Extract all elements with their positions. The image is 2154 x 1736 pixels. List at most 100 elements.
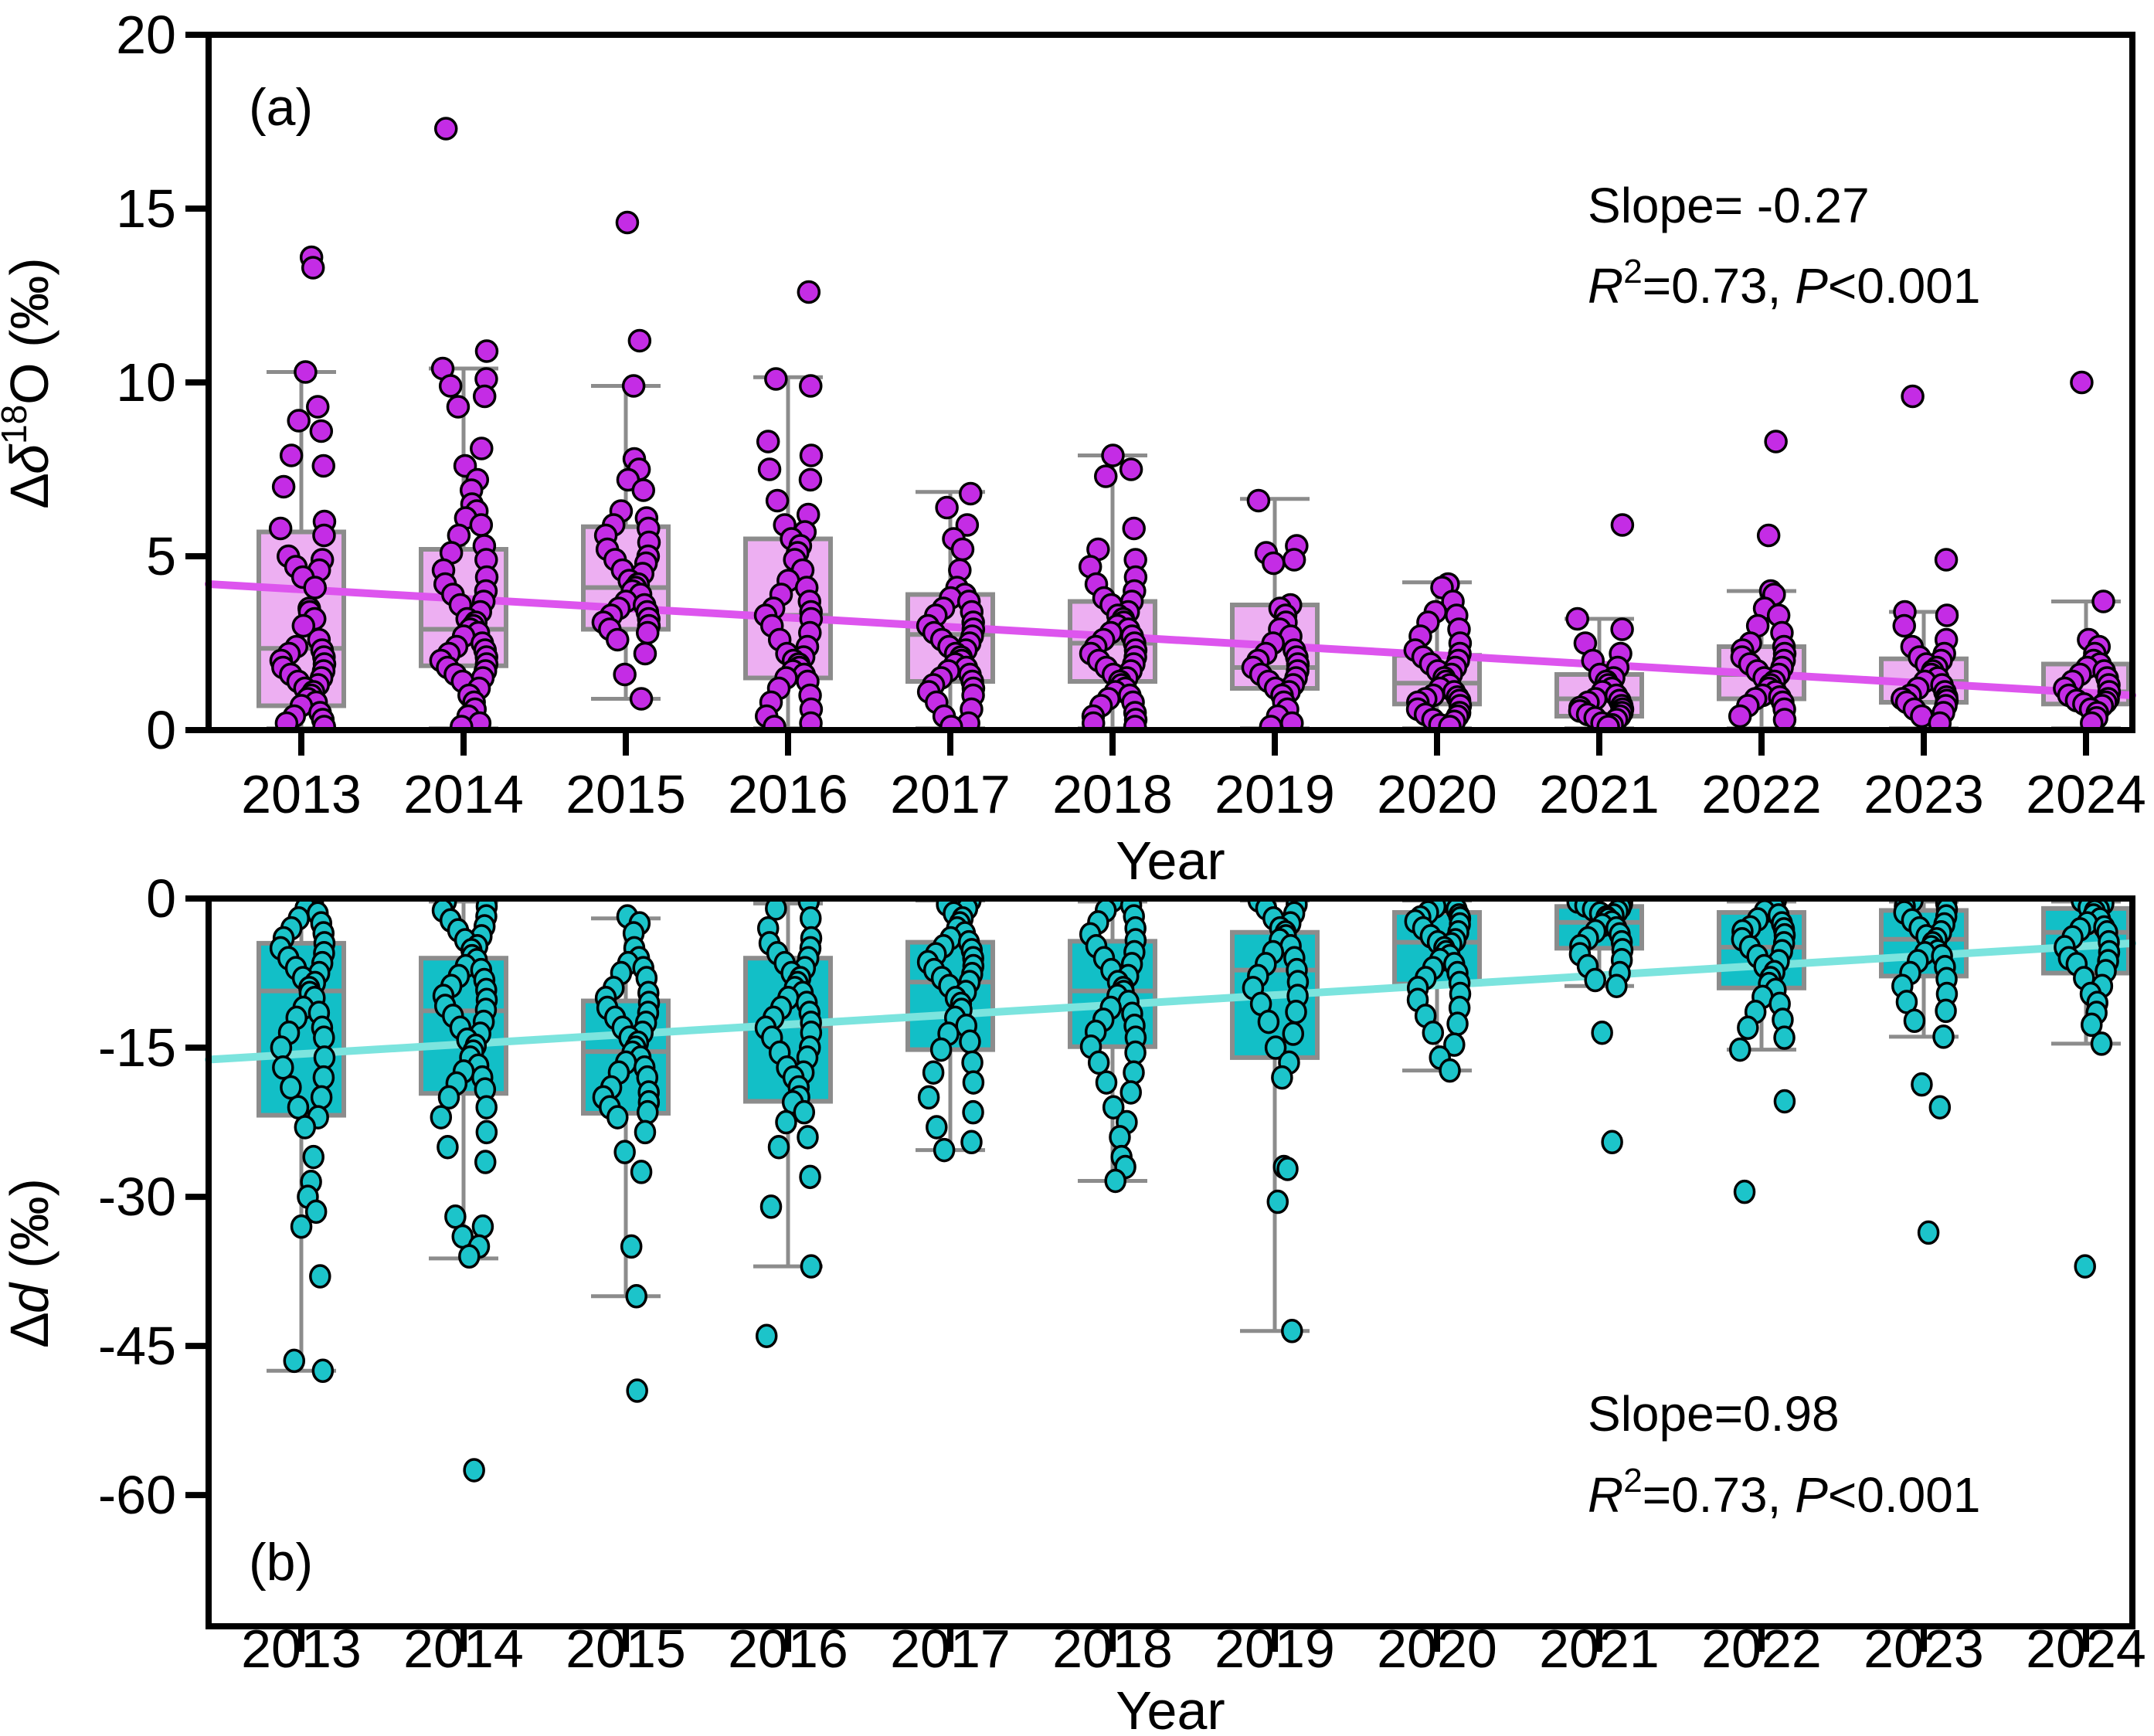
x-tick-label: 2016 xyxy=(728,764,848,824)
data-point xyxy=(1266,1189,1289,1215)
r-superscript: 2 xyxy=(1623,1462,1642,1500)
data-point xyxy=(962,1070,985,1095)
p-symbol: P xyxy=(1795,258,1828,314)
data-point xyxy=(800,1254,823,1279)
r-value: =0.73, xyxy=(1643,258,1796,314)
data-point xyxy=(797,280,821,304)
y-tick-label: 0 xyxy=(146,868,176,929)
data-point xyxy=(962,1099,984,1125)
data-point xyxy=(450,715,474,730)
data-point xyxy=(283,1348,306,1374)
data-point xyxy=(287,409,311,433)
data-point xyxy=(475,1119,498,1145)
data-point xyxy=(926,1115,948,1140)
panel-b-annotation-slope: Slope=0.98 xyxy=(1588,1386,1840,1442)
data-point xyxy=(1892,613,1916,638)
p-value: <0.001 xyxy=(1828,1467,1981,1523)
data-point xyxy=(1104,1168,1126,1194)
data-point xyxy=(797,1125,819,1150)
plot-frame xyxy=(206,32,2135,733)
data-point xyxy=(620,1234,643,1259)
data-point xyxy=(1934,548,1959,572)
data-point xyxy=(309,419,334,443)
data-point xyxy=(438,374,463,398)
data-point xyxy=(437,1134,459,1160)
data-point xyxy=(290,1214,313,1239)
data-point xyxy=(1446,1011,1469,1036)
data-point xyxy=(1911,1072,1933,1097)
data-point xyxy=(757,457,782,481)
data-point xyxy=(755,1323,778,1348)
data-point xyxy=(955,513,980,537)
data-point xyxy=(1282,548,1306,572)
data-point xyxy=(935,495,959,520)
data-point xyxy=(1935,998,1957,1024)
data-point xyxy=(958,481,983,506)
data-point xyxy=(474,1150,497,1174)
data-point xyxy=(1901,384,1925,409)
data-point xyxy=(763,715,787,730)
data-point xyxy=(458,1244,481,1269)
data-point xyxy=(606,1105,629,1130)
delta-sign: ∆ xyxy=(0,474,59,508)
r-superscript: 2 xyxy=(1623,253,1642,290)
data-point xyxy=(759,1194,783,1219)
data-point xyxy=(960,1130,983,1155)
data-point xyxy=(312,1065,335,1090)
data-point xyxy=(799,443,824,467)
data-point xyxy=(1773,1089,1796,1114)
p-symbol: P xyxy=(1795,1467,1828,1523)
data-point xyxy=(1733,1179,1756,1204)
y-tick-label: -15 xyxy=(98,1017,176,1078)
data-point xyxy=(312,715,336,730)
points-layer xyxy=(269,899,2121,1483)
data-point xyxy=(1264,1035,1287,1060)
data-point xyxy=(1095,1070,1118,1095)
data-point xyxy=(1756,523,1781,548)
data-point xyxy=(472,384,497,409)
data-point xyxy=(1610,617,1634,641)
data-point xyxy=(1282,1021,1305,1046)
r-symbol: R xyxy=(1588,1467,1623,1523)
x-tick-label: 2023 xyxy=(1864,764,1984,824)
x-tick-label: 2022 xyxy=(1701,764,1822,824)
data-point xyxy=(1259,715,1283,730)
data-point xyxy=(765,899,787,921)
data-point xyxy=(933,1137,956,1163)
panel-a-label: (a) xyxy=(249,78,313,137)
data-point xyxy=(613,662,637,687)
ylabel-rest: O (‰) xyxy=(0,257,59,405)
data-point xyxy=(1764,430,1788,454)
data-point xyxy=(1123,715,1147,730)
x-tick-label: 2020 xyxy=(1377,764,1497,824)
data-point xyxy=(1122,516,1146,541)
data-point xyxy=(798,467,823,492)
data-point xyxy=(1737,1015,1759,1041)
data-point xyxy=(1262,551,1286,576)
data-point xyxy=(271,474,296,499)
data-point xyxy=(475,1095,498,1119)
data-point xyxy=(306,395,330,419)
data-point xyxy=(764,367,788,391)
data-point xyxy=(1109,1125,1131,1150)
data-point xyxy=(1422,1020,1445,1045)
data-point xyxy=(280,1075,302,1100)
data-point xyxy=(1285,999,1307,1024)
data-point xyxy=(1257,1009,1280,1034)
data-point xyxy=(437,1085,460,1110)
data-point xyxy=(613,1140,636,1164)
data-point xyxy=(1932,1024,1955,1049)
data-point xyxy=(1773,1025,1796,1050)
data-point xyxy=(627,328,652,353)
y-tick-label: -30 xyxy=(98,1167,176,1227)
data-point xyxy=(311,1358,335,1384)
data-point xyxy=(767,1134,790,1160)
data-point xyxy=(1276,1157,1299,1181)
data-point xyxy=(294,1115,317,1140)
data-point xyxy=(268,516,293,541)
data-point xyxy=(631,478,656,502)
r-symbol: R xyxy=(1588,258,1623,314)
points-layer xyxy=(268,117,2122,730)
